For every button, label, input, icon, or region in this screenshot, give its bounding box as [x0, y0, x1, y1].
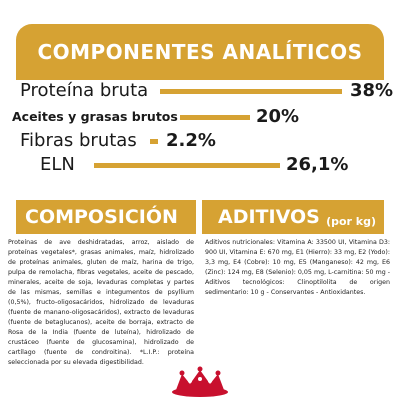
composition-title: COMPOSICIÓN [25, 206, 178, 228]
analytics-bar [160, 89, 342, 94]
analytics-value: 38% [350, 80, 394, 101]
analytics-row-fat: Aceites y grasas brutos 20% [0, 104, 400, 130]
analytics-label: ELN [40, 154, 75, 175]
analytics-row-protein: Proteína bruta 38% [0, 78, 400, 104]
additives-banner: ADITIVOS (por kg) [202, 200, 384, 234]
composition-text: Proteínas de ave deshidratadas, arroz, a… [8, 239, 194, 366]
analytics-label: Proteína bruta [20, 80, 149, 101]
analytics-banner: COMPONENTES ANALÍTICOS [16, 24, 384, 80]
analytics-label: Aceites y grasas brutos [12, 109, 178, 124]
analytics-title: COMPONENTES ANALÍTICOS [37, 40, 363, 64]
analytics-bar [150, 139, 158, 144]
analytics-value: 26,1% [286, 154, 349, 175]
additives-unit: (por kg) [326, 215, 376, 228]
additives-text: Aditivos nutricionales: Vitamina A: 3350… [205, 239, 390, 296]
royal-canin-crown-logo-icon [168, 364, 232, 398]
analytics-label: Fibras brutas [20, 130, 137, 151]
additives-title: ADITIVOS [218, 206, 320, 228]
composition-banner: COMPOSICIÓN [16, 200, 196, 234]
analytics-row-nfe: ELN 26,1% [0, 152, 400, 178]
analytics-value: 2.2% [166, 130, 216, 151]
analytics-bar [94, 163, 280, 168]
analytics-value: 20% [256, 106, 300, 127]
analytics-bar [180, 115, 250, 120]
analytics-row-fiber: Fibras brutas 2.2% [0, 128, 400, 154]
